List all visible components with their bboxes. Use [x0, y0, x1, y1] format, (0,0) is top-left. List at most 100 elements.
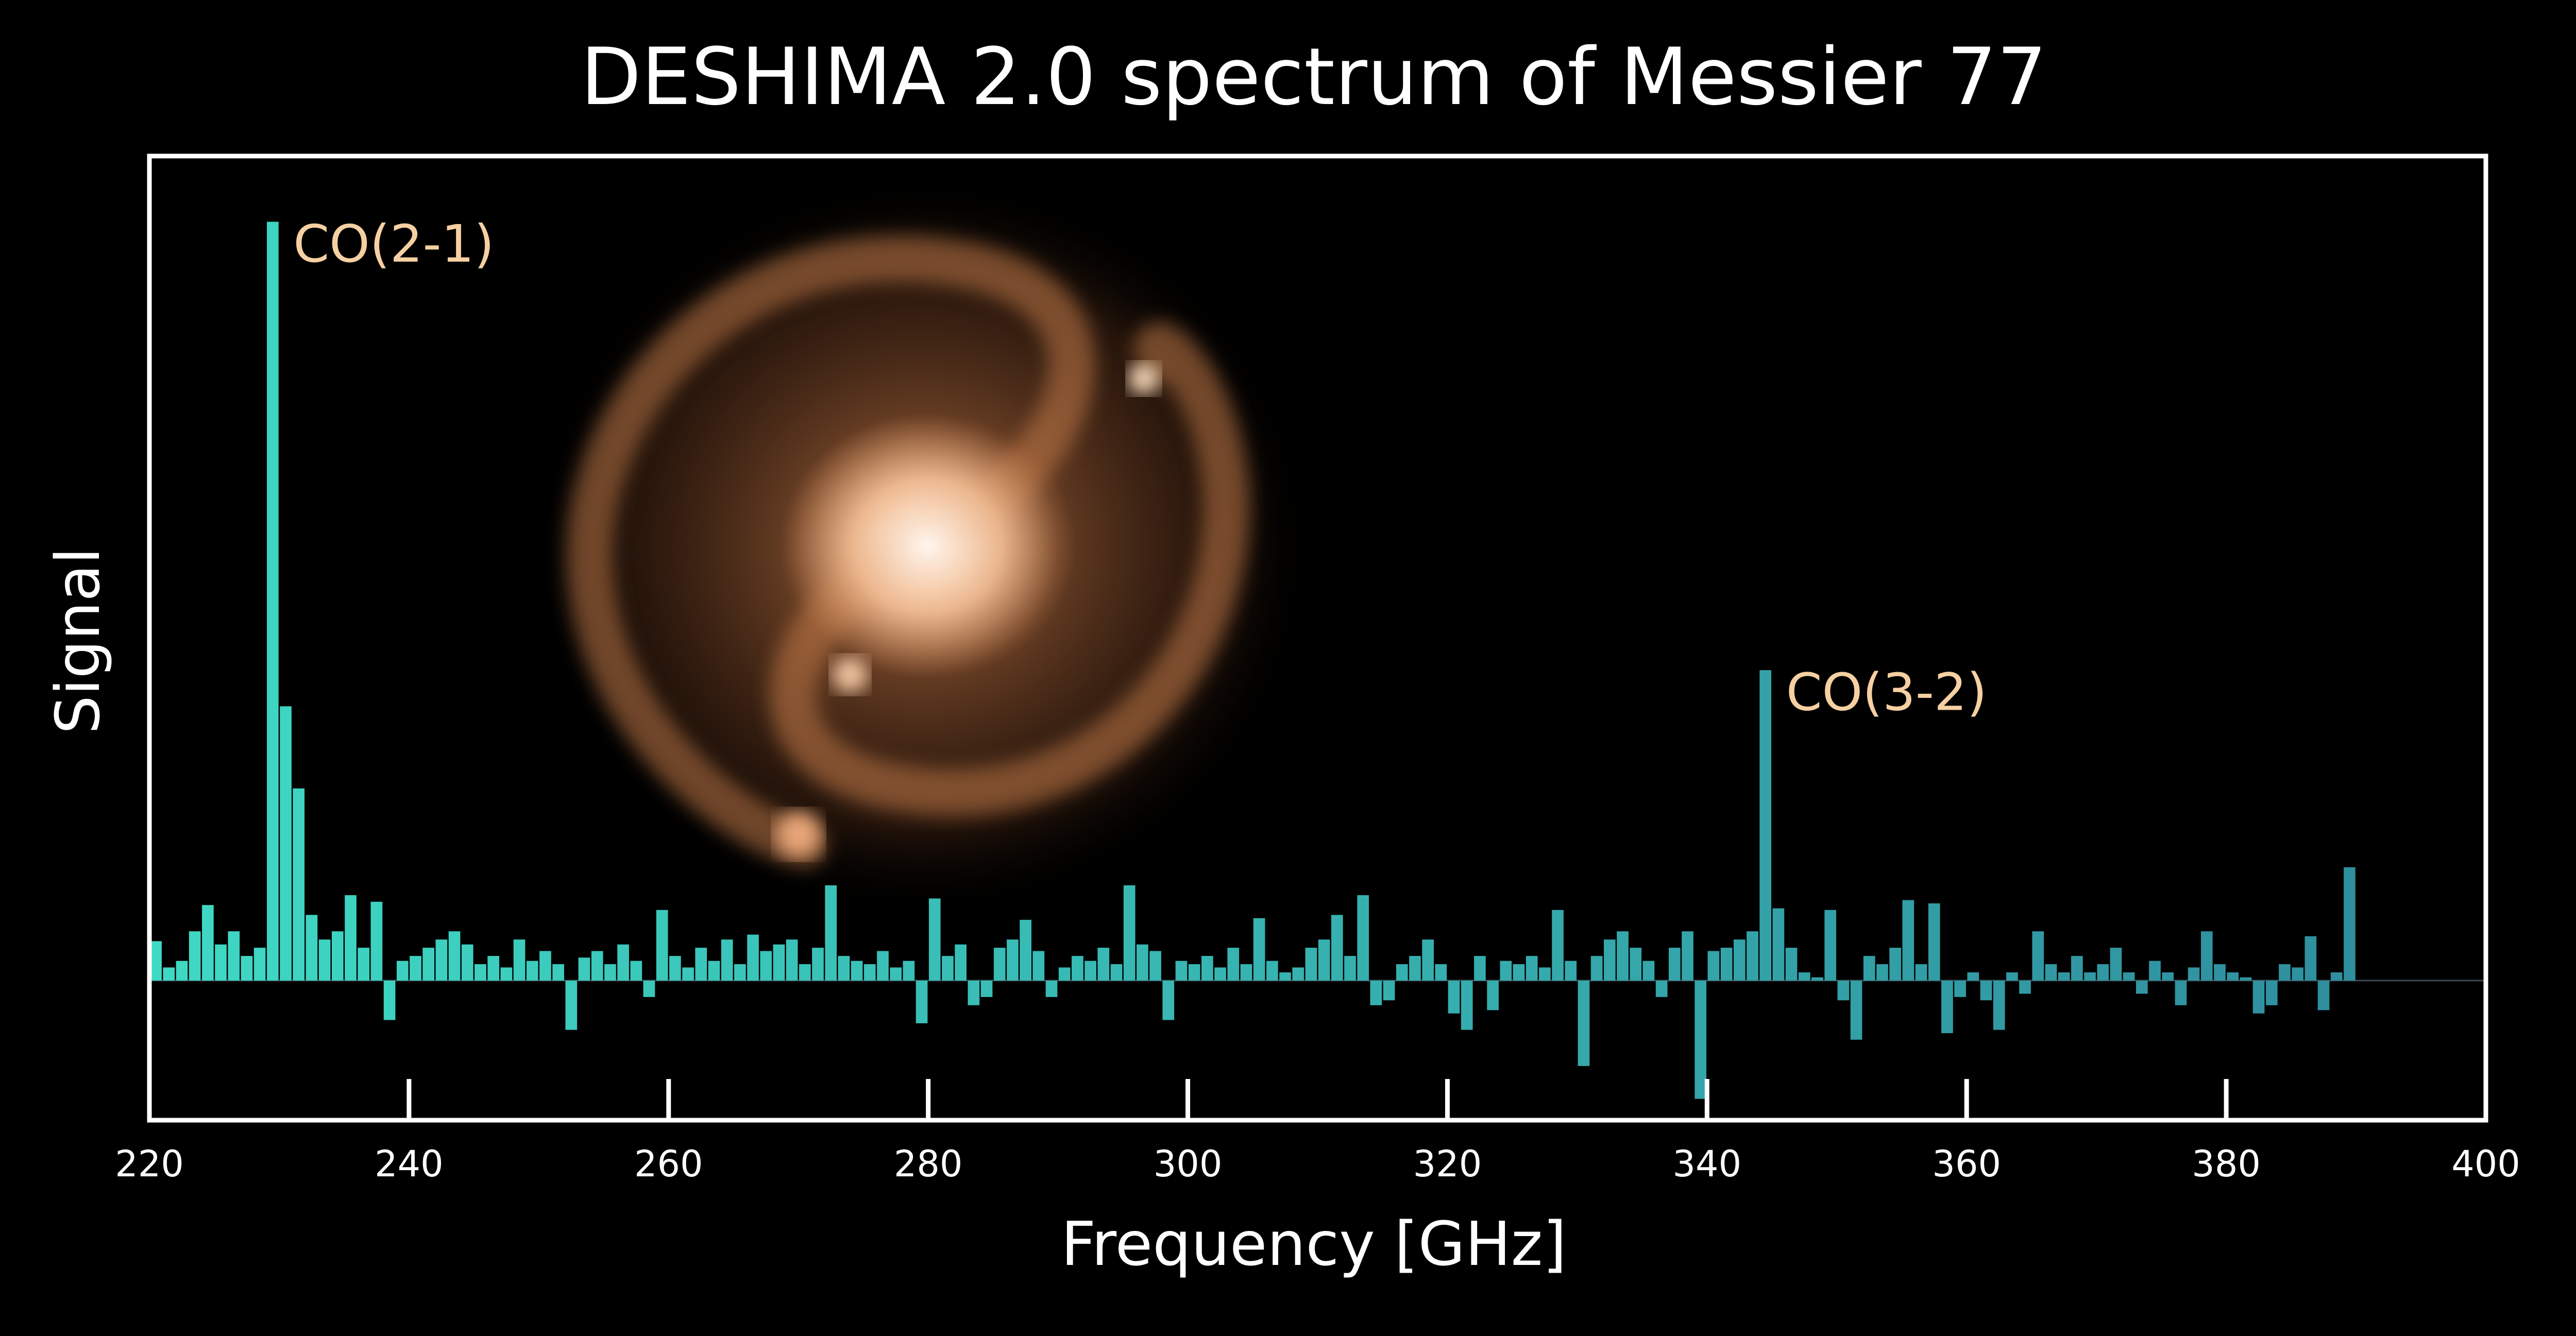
bar: [1941, 980, 1953, 1033]
bar: [1357, 895, 1369, 981]
bar: [1097, 948, 1110, 981]
bar: [1344, 956, 1356, 981]
bar: [1707, 951, 1720, 981]
bar: [721, 939, 733, 981]
bar: [656, 910, 668, 981]
bar: [318, 939, 331, 981]
bar: [1396, 964, 1408, 981]
bar: [1383, 980, 1395, 1001]
bar: [228, 931, 240, 981]
bar: [1409, 956, 1421, 981]
bar: [2019, 980, 2031, 994]
galaxy-image: [531, 175, 1314, 917]
bar: [825, 885, 837, 981]
bar: [2045, 964, 2057, 981]
bar: [1072, 956, 1083, 981]
bar: [1993, 980, 2005, 1030]
bar: [1655, 980, 1668, 997]
bar: [1747, 931, 1758, 981]
x-tick-label: 340: [1673, 1143, 1742, 1185]
bar: [1552, 910, 1564, 981]
bar: [1642, 961, 1655, 981]
bar: [474, 964, 486, 981]
bar: [2200, 931, 2213, 981]
bar: [189, 931, 201, 981]
bar: [1032, 951, 1045, 981]
x-tick-label: 400: [2451, 1143, 2520, 1185]
bar: [916, 980, 928, 1023]
bar: [1020, 919, 1031, 981]
bar: [1980, 980, 1992, 1001]
bar: [773, 944, 785, 981]
bar: [345, 895, 357, 981]
bar: [1435, 964, 1447, 981]
bar: [838, 956, 850, 981]
bar: [1305, 948, 1317, 981]
bar: [1733, 939, 1745, 981]
bar: [2214, 964, 2226, 981]
bar: [2149, 961, 2161, 981]
bar: [2110, 948, 2122, 981]
bar: [1967, 972, 1979, 981]
bar: [1201, 956, 1213, 981]
bar: [617, 944, 629, 981]
bar: [890, 967, 902, 981]
bar: [1785, 948, 1798, 981]
bar: [1863, 956, 1875, 981]
bar: [1227, 948, 1240, 981]
bar: [370, 901, 383, 981]
bar: [1811, 977, 1823, 981]
bar: [747, 934, 759, 981]
bar: [1487, 980, 1499, 1010]
bar: [513, 939, 526, 981]
bar: [552, 964, 564, 981]
bar: [968, 980, 980, 1005]
bar: [708, 961, 720, 981]
bar: [1084, 961, 1096, 981]
bar: [1876, 964, 1888, 981]
bar: [1188, 964, 1200, 981]
bar: [410, 956, 421, 981]
bar: [2279, 964, 2291, 981]
bar: [955, 944, 967, 981]
bar: [2304, 936, 2317, 981]
bar: [1682, 931, 1693, 981]
bar: [1045, 980, 1058, 997]
bar: [1266, 961, 1278, 981]
bar: [358, 948, 370, 981]
x-tick-label: 240: [375, 1143, 444, 1185]
bar: [993, 948, 1006, 981]
x-tick-label: 360: [1932, 1143, 2001, 1185]
bar: [306, 915, 318, 981]
bar: [1461, 980, 1473, 1030]
bar: [1422, 939, 1434, 981]
x-tick-label: 220: [115, 1143, 184, 1185]
bar: [980, 980, 993, 997]
bar: [1539, 967, 1551, 981]
bar: [2006, 972, 2018, 981]
bar: [1630, 948, 1642, 981]
bar: [903, 961, 915, 981]
bar: [1149, 951, 1161, 981]
annotation: CO(2-1): [293, 214, 494, 274]
bar: [293, 788, 305, 981]
bar: [1318, 939, 1330, 981]
bar: [2136, 980, 2148, 994]
bar: [2032, 931, 2044, 981]
bar: [2188, 967, 2200, 981]
bar: [461, 944, 473, 981]
bar: [1798, 972, 1810, 981]
bar: [643, 980, 655, 997]
bar: [2071, 956, 2083, 981]
bar: [396, 961, 409, 981]
bar: [1110, 964, 1123, 981]
bar: [1292, 967, 1304, 981]
bar: [1240, 964, 1252, 981]
bar: [1578, 980, 1590, 1066]
bar: [1007, 939, 1019, 981]
bar: [253, 948, 266, 981]
bar: [1513, 964, 1525, 981]
x-tick-label: 280: [894, 1143, 963, 1185]
bar: [448, 931, 461, 981]
bar: [1137, 944, 1148, 981]
